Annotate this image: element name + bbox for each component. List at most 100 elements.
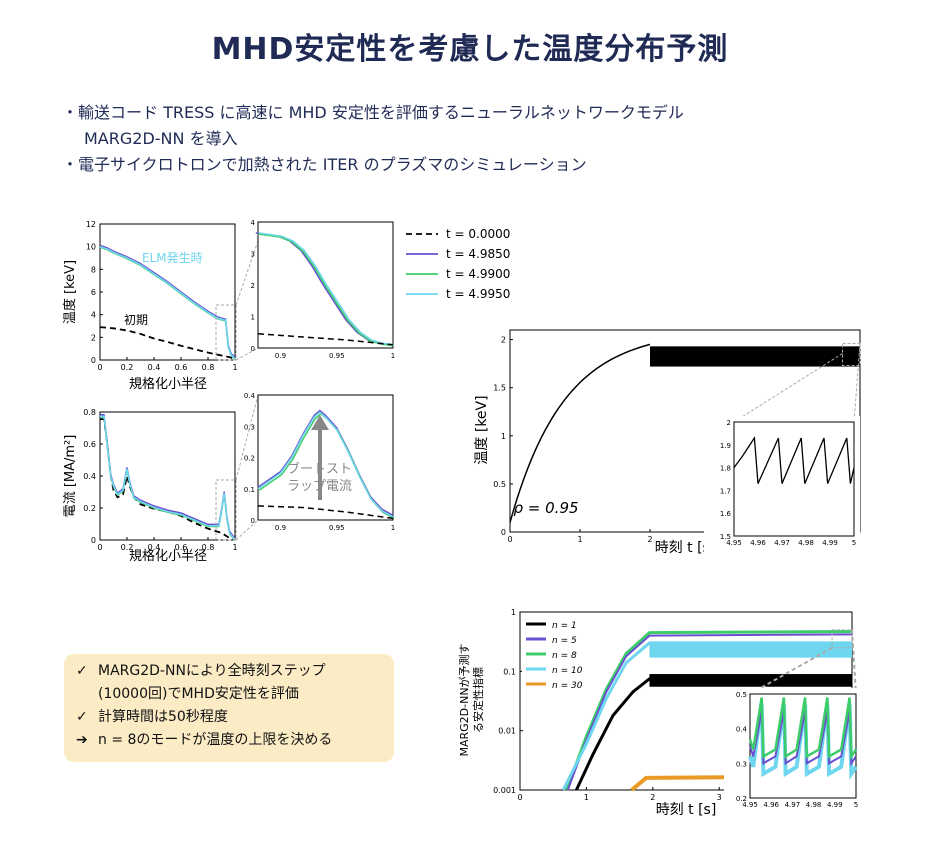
zoom-connector (235, 240, 259, 306)
zoom-region-box (831, 629, 853, 649)
zoom-x-tick-label: 5 (852, 539, 856, 547)
plot-frame (99, 411, 236, 541)
page-title: MHD安定性を考慮した温度分布予測 (211, 32, 729, 67)
x-tick-label: 0.8 (202, 363, 215, 372)
zoom-line-initial (257, 505, 394, 520)
check-icon: ✓ (76, 663, 88, 679)
annotation-bootstrap: ラップ電流 (287, 479, 352, 494)
zoom-x-tick-label: 4.96 (763, 801, 779, 809)
zoom-connector (733, 353, 843, 423)
y-tick-label: 1 (511, 608, 516, 617)
y-tick-label: 12 (86, 220, 96, 229)
x-tick-label: 2 (650, 793, 655, 802)
zoom-x-tick-label: 4.97 (785, 801, 801, 809)
zoom-connector (235, 347, 259, 361)
annotation-initial: 初期 (124, 313, 148, 327)
zoom-y-tick-label: 2 (251, 282, 255, 290)
summary-item: ✓ 計算時間は50秒程度 (76, 706, 382, 729)
zoom-x-tick-label: 4.99 (827, 801, 843, 809)
x-tick-label: 0.6 (175, 363, 188, 372)
zoom-y-tick-label: 0.3 (736, 760, 747, 768)
zoom-temperature-sawtooth (733, 436, 855, 484)
legend-label: t = 0.0000 (446, 227, 510, 241)
zoom-y-tick-label: 0.2 (244, 455, 255, 463)
temperature-rise-line (509, 343, 651, 523)
y-tick-label: 0.01 (498, 727, 516, 736)
zoom-y-tick-label: 3 (251, 251, 255, 259)
zoom-x-tick-label: 4.96 (750, 539, 766, 547)
series-line-t4990 (100, 416, 236, 542)
y-tick-label: 0.1 (503, 667, 516, 676)
zoom-connector (853, 343, 861, 423)
x-tick-label: 0.2 (121, 363, 134, 372)
zoom-x-tick-label: 0.95 (329, 352, 345, 360)
x-tick-label: 0.2 (121, 543, 134, 552)
bullet-item: ・ 輸送コード TRESS に高速に MHD 安定性を評価するニューラルネットワ… (62, 100, 684, 152)
y-tick-label: 1.5 (493, 384, 506, 393)
zoom-x-tick-label: 0.9 (275, 524, 286, 532)
zoom-y-tick-label: 4 (251, 219, 256, 227)
y-tick-label: 0.4 (83, 472, 96, 481)
zoom-frame (733, 421, 855, 537)
series-line-initial (100, 418, 236, 541)
zoom-connector (851, 629, 857, 695)
zoom-x-tick-label: 4.98 (806, 801, 822, 809)
zoom-y-tick-label: 0.4 (244, 392, 256, 400)
y-axis-label: 温度 [keV] (474, 395, 490, 464)
stability-band-n1 (649, 674, 852, 687)
bullet-line: MARG2D-NN を導入 (84, 129, 238, 148)
legend-label: n = 30 (552, 681, 583, 691)
x-tick-label: 3 (717, 793, 722, 802)
zoom-x-tick-label: 0.9 (275, 352, 286, 360)
x-axis-label: 規格化小半径 (129, 548, 207, 564)
zoom-y-tick-label: 1.6 (720, 510, 732, 518)
y-axis-label: る安定性指標 (471, 667, 485, 733)
zoom-x-tick-label: 5 (854, 801, 858, 809)
annotation-bootstrap: ブートスト (287, 461, 352, 477)
summary-line: (10000回)でMHD安定性を評価 (98, 686, 299, 702)
temperature-profile-chart: 0 0.2 0.4 0.6 0.8 1024681012ELM発生時初期規格化小半径温度 … (62, 219, 395, 392)
y-tick-label: 0.001 (493, 786, 516, 795)
zoom-x-tick-label: 1 (391, 352, 395, 360)
series-line-t4995 (100, 415, 236, 541)
zoom-x-tick-label: 4.99 (822, 539, 838, 547)
bullet-mark: ・ (62, 155, 79, 174)
zoom-y-tick-label: 1.7 (720, 487, 731, 495)
zoom-y-tick-label: 0.5 (736, 691, 747, 699)
y-tick-label: 0.5 (493, 480, 506, 489)
summary-line: n = 8のモードが温度の上限を決める (98, 732, 333, 748)
x-tick-label: 2 (647, 535, 652, 544)
y-tick-label: 0.8 (83, 408, 96, 417)
y-tick-label: 2 (501, 336, 506, 345)
zoom-y-tick-label: 0 (251, 345, 255, 353)
y-tick-label: 1 (501, 432, 506, 441)
legend-label: n = 10 (552, 666, 583, 676)
zoom-region-box (215, 479, 237, 541)
zoom-y-tick-label: 1 (251, 314, 255, 322)
summary-item: ➔ n = 8のモードが温度の上限を決める (76, 729, 382, 752)
zoom-line-t4990 (257, 233, 394, 347)
bullet-line: 輸送コード TRESS に高速に MHD 安定性を評価するニューラルネットワーク… (78, 103, 684, 122)
y-axis-label: 電流 [MA/m²] (63, 435, 78, 518)
zoom-y-tick-label: 0.1 (244, 486, 255, 494)
zoom-y-tick-label: 0 (251, 517, 255, 525)
x-tick-label: 1 (232, 543, 237, 552)
bullet-list: ・ 輸送コード TRESS に高速に MHD 安定性を評価するニューラルネットワ… (62, 100, 684, 178)
x-tick-label: 0.8 (202, 543, 215, 552)
legend-label: n = 1 (552, 621, 577, 631)
stability-band-n10 (649, 641, 852, 658)
check-icon: ✓ (76, 709, 88, 725)
zoom-y-tick-label: 0.4 (736, 726, 748, 734)
profile-legend: t = 0.0000 t = 4.9850 t = 4.9900 t = 4.9950 (406, 227, 510, 301)
zoom-y-tick-label: 1.8 (720, 465, 731, 473)
arrow-right-icon: ➔ (76, 732, 88, 748)
stability-line-n8 (565, 630, 853, 791)
bullet-line: 電子サイクロトロンで加熱された ITER のプラズマのシミュレーション (78, 155, 587, 174)
annotation-rho: ρ = 0.95 (514, 499, 579, 517)
summary-box: ✓ MARG2D-NNにより全時刻ステップ (10000回)でMHD安定性を評価 … (64, 654, 394, 762)
zoom-line-t4995 (257, 411, 394, 518)
x-tick-label: 0 (507, 535, 512, 544)
y-tick-label: 0.2 (83, 504, 96, 513)
y-tick-label: 10 (86, 243, 96, 252)
legend-label: t = 4.9850 (446, 247, 510, 261)
